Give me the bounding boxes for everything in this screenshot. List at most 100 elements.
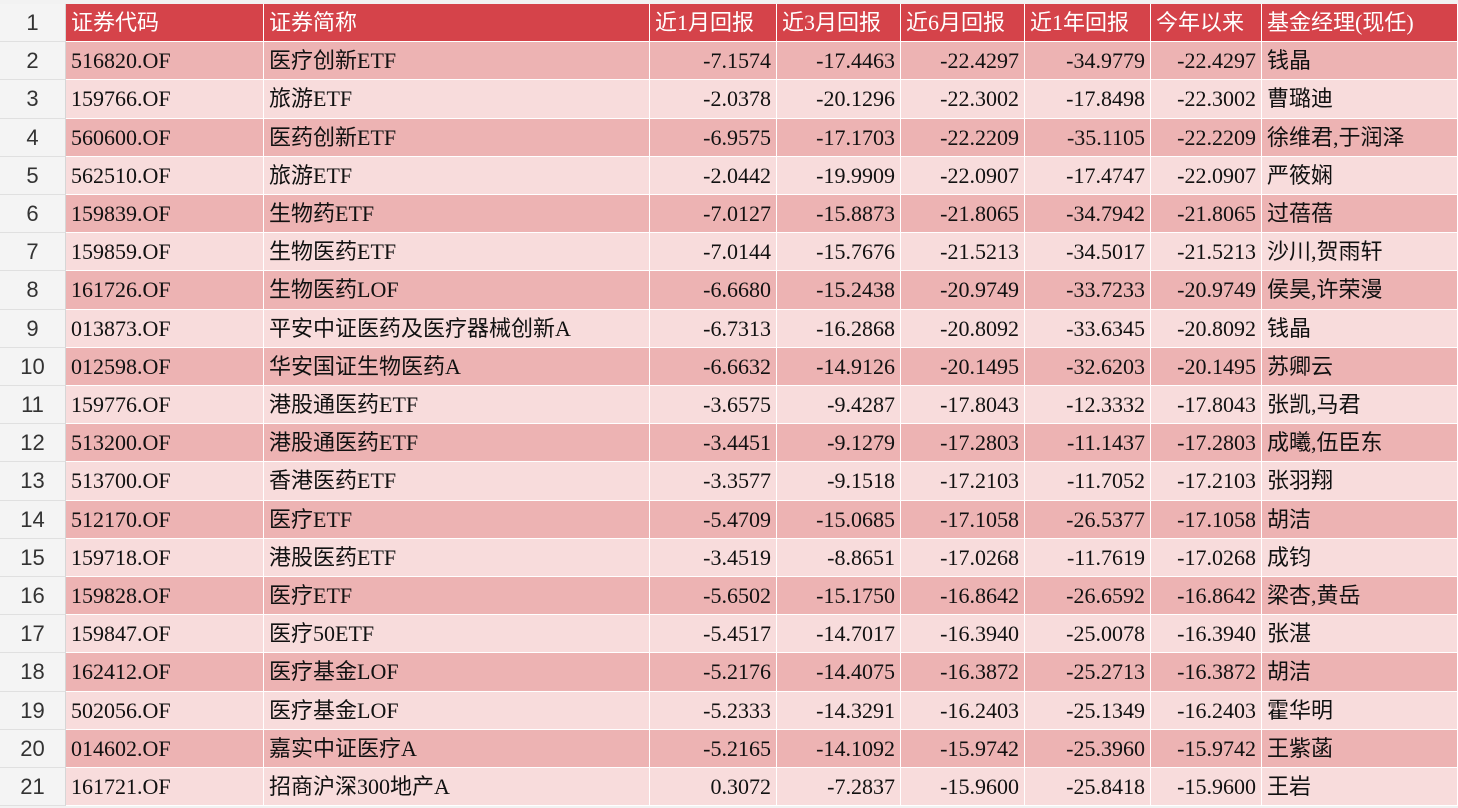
numeric-cell: -16.8642: [1151, 577, 1262, 616]
text-cell: 沙川,贺雨轩: [1262, 233, 1458, 272]
numeric-cell: -33.6345: [1025, 309, 1151, 348]
text-cell: 招商沪深300地产A: [264, 768, 650, 807]
numeric-cell: -15.8873: [777, 195, 901, 234]
numeric-cell: -7.0127: [650, 195, 777, 234]
numeric-cell: -17.1703: [777, 118, 901, 157]
text-cell: 513700.OF: [66, 462, 264, 501]
numeric-cell: -17.2103: [1151, 462, 1262, 501]
text-cell: 159839.OF: [66, 195, 264, 234]
row-number: 1: [0, 4, 66, 43]
numeric-cell: -17.1058: [1151, 500, 1262, 539]
numeric-cell: -15.9600: [901, 768, 1025, 807]
numeric-cell: -6.9575: [650, 118, 777, 157]
numeric-cell: -17.2803: [901, 424, 1025, 463]
text-cell: 成曦,伍臣东: [1262, 424, 1458, 463]
numeric-cell: -14.4075: [777, 653, 901, 692]
numeric-cell: -9.4287: [777, 386, 901, 425]
numeric-cell: -16.3872: [901, 653, 1025, 692]
row-number: 15: [0, 538, 66, 577]
row-number: 19: [0, 691, 66, 730]
numeric-cell: -5.4517: [650, 615, 777, 654]
text-cell: 医药创新ETF: [264, 118, 650, 157]
numeric-cell: -20.1495: [901, 347, 1025, 386]
text-cell: 医疗基金LOF: [264, 691, 650, 730]
text-cell: 胡洁: [1262, 653, 1458, 692]
text-cell: 香港医药ETF: [264, 462, 650, 501]
text-cell: 162412.OF: [66, 653, 264, 692]
numeric-cell: -26.6592: [1025, 577, 1151, 616]
numeric-cell: -20.8092: [901, 309, 1025, 348]
text-cell: 旅游ETF: [264, 156, 650, 195]
numeric-cell: -15.7676: [777, 233, 901, 272]
numeric-cell: -14.1092: [777, 729, 901, 768]
text-cell: 159766.OF: [66, 80, 264, 119]
text-cell: 161726.OF: [66, 271, 264, 310]
text-cell: 159776.OF: [66, 386, 264, 425]
numeric-cell: -17.2803: [1151, 424, 1262, 463]
text-cell: 嘉实中证医疗A: [264, 729, 650, 768]
numeric-cell: -20.1495: [1151, 347, 1262, 386]
row-number: 6: [0, 195, 66, 234]
row-number: 21: [0, 768, 66, 807]
text-cell: 生物医药ETF: [264, 233, 650, 272]
numeric-cell: -7.0144: [650, 233, 777, 272]
text-cell: 严筱娴: [1262, 156, 1458, 195]
row-number: 13: [0, 462, 66, 501]
numeric-cell: -9.1279: [777, 424, 901, 463]
text-cell: 512170.OF: [66, 500, 264, 539]
text-cell: 159847.OF: [66, 615, 264, 654]
numeric-cell: -20.9749: [901, 271, 1025, 310]
numeric-cell: -16.3940: [901, 615, 1025, 654]
numeric-cell: -15.1750: [777, 577, 901, 616]
text-cell: 平安中证医药及医疗器械创新A: [264, 309, 650, 348]
numeric-cell: -5.2333: [650, 691, 777, 730]
numeric-cell: -17.4747: [1025, 156, 1151, 195]
numeric-cell: -15.9600: [1151, 768, 1262, 807]
text-cell: 医疗创新ETF: [264, 42, 650, 81]
numeric-cell: -8.8651: [777, 538, 901, 577]
text-cell: 旅游ETF: [264, 80, 650, 119]
numeric-cell: -17.1058: [901, 500, 1025, 539]
text-cell: 王岩: [1262, 768, 1458, 807]
text-cell: 霍华明: [1262, 691, 1458, 730]
row-number: 11: [0, 386, 66, 425]
row-number: 2: [0, 42, 66, 81]
text-cell: 013873.OF: [66, 309, 264, 348]
row-number: 10: [0, 347, 66, 386]
numeric-cell: -7.1574: [650, 42, 777, 81]
numeric-cell: -15.0685: [777, 500, 901, 539]
numeric-cell: -22.4297: [901, 42, 1025, 81]
text-cell: 513200.OF: [66, 424, 264, 463]
text-cell: 苏卿云: [1262, 347, 1458, 386]
header-cell: 证券简称: [264, 4, 650, 43]
numeric-cell: -11.7052: [1025, 462, 1151, 501]
numeric-cell: -15.2438: [777, 271, 901, 310]
numeric-cell: -17.0268: [1151, 538, 1262, 577]
header-cell: 近1月回报: [650, 4, 777, 43]
text-cell: 胡洁: [1262, 500, 1458, 539]
text-cell: 医疗50ETF: [264, 615, 650, 654]
numeric-cell: 0.3072: [650, 768, 777, 807]
text-cell: 562510.OF: [66, 156, 264, 195]
row-number: 3: [0, 80, 66, 119]
numeric-cell: -20.9749: [1151, 271, 1262, 310]
text-cell: 张羽翔: [1262, 462, 1458, 501]
row-number: 20: [0, 729, 66, 768]
numeric-cell: -16.2868: [777, 309, 901, 348]
text-cell: 医疗ETF: [264, 500, 650, 539]
numeric-cell: -14.3291: [777, 691, 901, 730]
numeric-cell: -17.2103: [901, 462, 1025, 501]
row-number: 4: [0, 118, 66, 157]
numeric-cell: -14.9126: [777, 347, 901, 386]
text-cell: 港股医药ETF: [264, 538, 650, 577]
numeric-cell: -3.4451: [650, 424, 777, 463]
row-number: 14: [0, 500, 66, 539]
numeric-cell: -21.5213: [901, 233, 1025, 272]
text-cell: 516820.OF: [66, 42, 264, 81]
numeric-cell: -25.1349: [1025, 691, 1151, 730]
text-cell: 港股通医药ETF: [264, 386, 650, 425]
numeric-cell: -35.1105: [1025, 118, 1151, 157]
numeric-cell: -15.9742: [1151, 729, 1262, 768]
numeric-cell: -5.6502: [650, 577, 777, 616]
